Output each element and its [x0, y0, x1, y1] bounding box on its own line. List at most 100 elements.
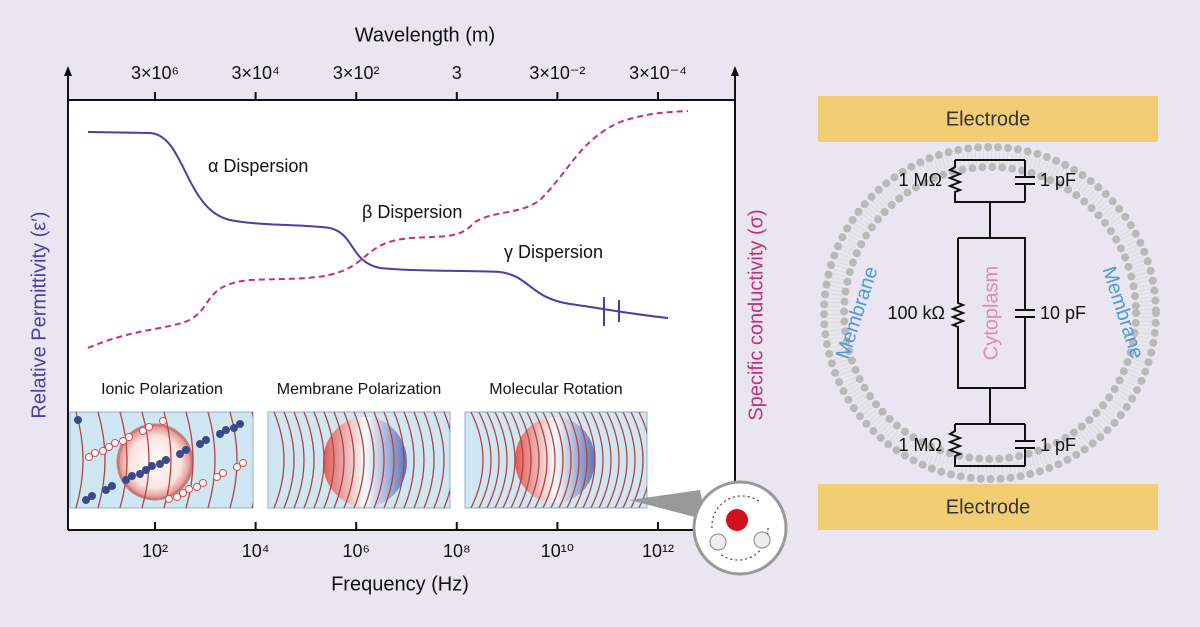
field-line	[119, 412, 128, 508]
cation	[99, 447, 107, 455]
cation	[119, 437, 127, 445]
x-tick-label: 10¹⁰	[541, 541, 574, 561]
field-line	[518, 412, 532, 508]
field-line	[141, 412, 150, 508]
oxygen	[726, 509, 748, 531]
anion	[196, 440, 204, 448]
anion	[128, 472, 136, 480]
field-line	[494, 412, 508, 508]
lipid-heads	[840, 163, 1140, 463]
panel-label: Membrane Polarization	[277, 381, 442, 398]
top-tick-label: 3×10²	[333, 63, 380, 83]
component-label: 1 pF	[1040, 435, 1076, 455]
callout	[630, 490, 706, 520]
anion	[136, 470, 144, 478]
component-label: 1 MΩ	[899, 170, 942, 190]
field-line	[510, 412, 524, 508]
cation	[105, 443, 113, 451]
cation	[179, 489, 187, 497]
field-line	[590, 412, 604, 508]
cation	[111, 439, 119, 447]
alpha-label: α Dispersion	[208, 156, 308, 176]
field-line	[343, 412, 355, 508]
cation	[139, 427, 147, 435]
cation	[185, 485, 193, 493]
anion	[148, 462, 156, 470]
lipid-heads	[820, 143, 1160, 483]
anion	[230, 424, 238, 432]
cation	[91, 449, 99, 457]
conductivity-curve	[87, 110, 689, 349]
electrode	[818, 484, 1158, 530]
field-line	[333, 412, 345, 508]
cation	[233, 463, 241, 471]
field-line	[403, 412, 415, 508]
anion	[216, 430, 224, 438]
left-axis-title: Relative Permittivity (ε′)	[28, 211, 50, 418]
anion	[88, 492, 96, 500]
field-line	[423, 412, 435, 508]
anion	[162, 456, 170, 464]
field-line	[542, 412, 556, 508]
cation	[145, 423, 153, 431]
field-line	[363, 412, 375, 508]
anion	[236, 420, 244, 428]
field-line	[383, 412, 395, 508]
axis-arrow	[731, 66, 739, 76]
anion	[108, 482, 116, 490]
right-axis-title: Specific conductivity (σ)	[745, 209, 767, 420]
ticks: 10² 10⁴ 10⁶ 10⁸ 10¹⁰ 10¹² 3×10⁶ 3×10⁴ 3×10² 3 3×10…	[131, 63, 687, 561]
anion	[82, 496, 90, 504]
cation	[199, 479, 207, 487]
x-tick-label: 10²	[142, 541, 168, 561]
wire	[947, 159, 1035, 238]
anion	[222, 426, 230, 434]
cation	[193, 483, 201, 491]
field-line	[550, 412, 564, 508]
field-line	[566, 412, 580, 508]
cation	[85, 453, 93, 461]
top-tick-label: 3×10⁻²	[529, 63, 585, 83]
panel-label: Molecular Rotation	[489, 381, 622, 398]
membrane	[820, 143, 1160, 483]
field-line	[606, 412, 620, 508]
field-line	[207, 412, 216, 508]
electrode	[818, 96, 1158, 142]
field-line	[413, 412, 425, 508]
field-line	[486, 412, 500, 508]
axis-arrow	[64, 66, 72, 76]
insets	[69, 411, 648, 509]
circuit	[947, 159, 1035, 467]
field-line	[638, 412, 647, 508]
field-line	[353, 412, 365, 508]
wire	[950, 237, 1035, 424]
field-line	[393, 412, 405, 508]
top-tick-label: 3	[452, 63, 462, 83]
anion	[142, 466, 150, 474]
field-line	[229, 412, 238, 508]
field-line	[502, 412, 516, 508]
top-tick-label: 3×10⁻⁴	[629, 63, 687, 83]
field-line	[526, 412, 540, 508]
cell	[323, 417, 407, 507]
field-line	[433, 412, 445, 508]
field-line	[293, 412, 305, 508]
x-tick-label: 10⁴	[242, 541, 270, 561]
field-line	[582, 412, 596, 508]
electrode-label: Electrode	[946, 496, 1031, 518]
beta-label: β Dispersion	[362, 202, 462, 222]
component-label: 10 pF	[1040, 303, 1086, 323]
cation	[165, 495, 173, 503]
cell	[116, 423, 194, 501]
lipid-tails	[827, 150, 1153, 476]
field-line	[614, 412, 628, 508]
field-line	[558, 412, 572, 508]
field-line	[97, 412, 106, 508]
field-line	[443, 412, 450, 508]
cytoplasm-label: Cytoplasm	[980, 266, 1002, 360]
field-line	[313, 412, 325, 508]
cation	[159, 417, 167, 425]
wire	[947, 423, 1035, 467]
anion	[202, 436, 210, 444]
